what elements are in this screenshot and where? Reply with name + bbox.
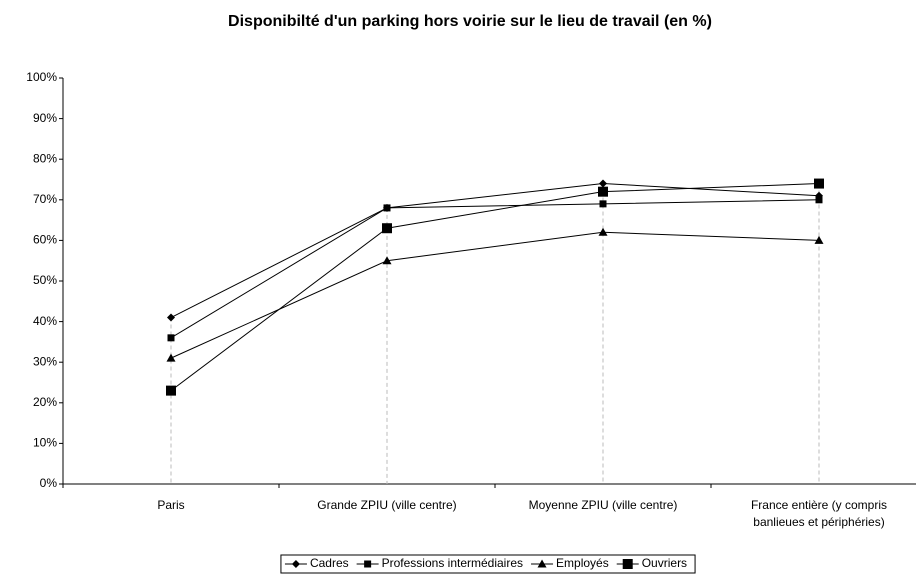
x-tick-label: France entière (y compris banlieues et p… bbox=[750, 498, 888, 529]
marker bbox=[291, 560, 300, 568]
marker bbox=[167, 313, 175, 322]
legend: Cadres Professions intermédiaires Employés… bbox=[280, 554, 696, 574]
marker bbox=[167, 334, 175, 342]
legend-label: Employés bbox=[556, 556, 609, 570]
marker bbox=[382, 223, 392, 234]
y-tick-label: 100% bbox=[26, 70, 57, 84]
legend-label: Cadres bbox=[310, 556, 349, 570]
legend-box bbox=[280, 554, 696, 574]
y-tick-label: 50% bbox=[33, 273, 57, 287]
marker bbox=[598, 227, 608, 236]
y-tick-label: 20% bbox=[33, 395, 57, 409]
series-line bbox=[170, 183, 820, 318]
y-tick-label: 0% bbox=[40, 476, 58, 490]
y-tick-label: 80% bbox=[33, 151, 57, 165]
marker bbox=[383, 204, 391, 212]
marker bbox=[364, 560, 372, 568]
y-tick-label: 60% bbox=[33, 233, 57, 247]
marker bbox=[622, 559, 633, 569]
marker bbox=[814, 235, 824, 244]
legend-label: Ouvriers bbox=[642, 556, 687, 570]
marker bbox=[814, 178, 824, 189]
x-tick-label: Moyenne ZPIU (ville centre) bbox=[528, 498, 678, 512]
y-tick-label: 40% bbox=[33, 314, 57, 328]
marker bbox=[599, 200, 607, 208]
series-line bbox=[170, 199, 820, 339]
marker bbox=[166, 385, 176, 396]
series-line bbox=[170, 183, 820, 392]
marker bbox=[537, 559, 547, 568]
y-tick-label: 70% bbox=[33, 192, 57, 206]
marker bbox=[382, 256, 392, 265]
legend-label: Professions intermédiaires bbox=[382, 556, 523, 570]
x-tick-label: Paris bbox=[157, 498, 185, 512]
marker bbox=[815, 196, 823, 204]
chart-title: Disponibilté d'un parking hors voirie su… bbox=[228, 13, 712, 30]
series-line bbox=[170, 231, 820, 359]
x-tick-label: Grande ZPIU (ville centre) bbox=[317, 498, 457, 512]
marker bbox=[598, 186, 608, 197]
y-tick-label: 10% bbox=[33, 436, 57, 450]
marker bbox=[166, 353, 176, 362]
y-tick-label: 30% bbox=[33, 354, 57, 368]
y-tick-label: 90% bbox=[33, 111, 57, 125]
marker bbox=[599, 179, 607, 188]
